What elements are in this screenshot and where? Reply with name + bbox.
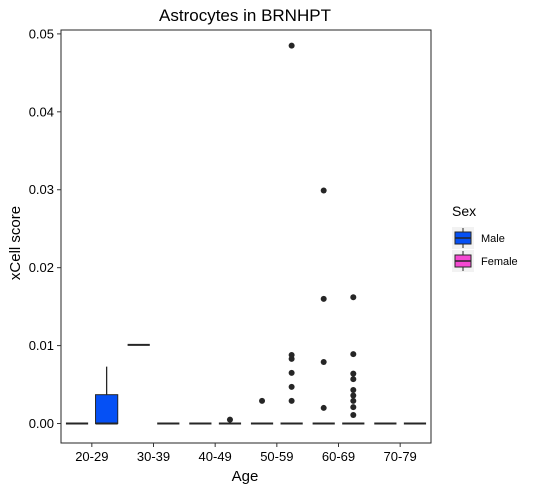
box-female-40-49 bbox=[218, 416, 242, 425]
x-axis-title: Age bbox=[232, 468, 259, 485]
x-tick-label: 70-79 bbox=[384, 449, 417, 464]
outlier-point bbox=[320, 358, 327, 365]
outlier-point bbox=[350, 370, 357, 377]
outlier-point bbox=[288, 42, 295, 49]
x-tick-label: 30-39 bbox=[137, 449, 170, 464]
x-tick-label: 60-69 bbox=[322, 449, 355, 464]
outlier-point bbox=[350, 404, 357, 411]
box-female-50-59 bbox=[280, 42, 303, 425]
y-tick-label: 0.00 bbox=[29, 416, 54, 431]
outlier-point bbox=[259, 397, 266, 404]
y-tick-label: 0.02 bbox=[29, 260, 54, 275]
x-tick-label: 20-29 bbox=[75, 449, 108, 464]
legend-entry-male: Male bbox=[452, 227, 505, 249]
box-male-50-59 bbox=[250, 397, 274, 425]
legend-entry-female: Female bbox=[452, 250, 518, 272]
y-tick-label: 0.01 bbox=[29, 338, 54, 353]
outlier-point bbox=[288, 351, 295, 358]
x-tick-label: 50-59 bbox=[260, 449, 293, 464]
legend-title: Sex bbox=[452, 203, 476, 219]
panel-border bbox=[60, 29, 432, 444]
y-tick-label: 0.03 bbox=[29, 182, 54, 197]
box-body bbox=[95, 394, 119, 425]
y-axis-title: xCell score bbox=[7, 206, 24, 280]
y-axis-title-group: xCell score bbox=[7, 206, 24, 280]
outlier-point bbox=[350, 397, 357, 404]
outlier-point bbox=[288, 397, 295, 404]
outlier-point bbox=[288, 369, 295, 376]
box-male-60-69 bbox=[312, 187, 335, 425]
chart-title: Astrocytes in BRNHPT bbox=[159, 6, 331, 25]
y-tick-label: 0.05 bbox=[29, 26, 54, 41]
outlier-point bbox=[288, 383, 295, 390]
outlier-point bbox=[320, 187, 327, 194]
outlier-point bbox=[320, 404, 327, 411]
x-axis: 20-29 30-39 40-49 50-59 60-69 70-79 bbox=[75, 443, 417, 464]
y-axis: 0.00 0.01 0.02 0.03 0.04 0.05 bbox=[29, 26, 61, 431]
legend-label: Male bbox=[481, 233, 505, 245]
outlier-point bbox=[350, 411, 357, 418]
outlier-point bbox=[350, 294, 357, 301]
outlier-point bbox=[350, 387, 357, 394]
x-tick-label: 40-49 bbox=[199, 449, 232, 464]
y-tick-label: 0.04 bbox=[29, 104, 54, 119]
outlier-point bbox=[320, 295, 327, 302]
plot-area bbox=[60, 29, 432, 444]
outlier-point bbox=[350, 351, 357, 358]
box-female-60-69 bbox=[342, 294, 365, 425]
outlier-point bbox=[350, 392, 357, 399]
outlier-point bbox=[226, 416, 233, 423]
legend-label: Female bbox=[481, 256, 518, 268]
legend: Sex Male Female bbox=[452, 203, 518, 272]
outlier-point bbox=[350, 376, 357, 383]
box-female-20-29 bbox=[95, 366, 119, 425]
